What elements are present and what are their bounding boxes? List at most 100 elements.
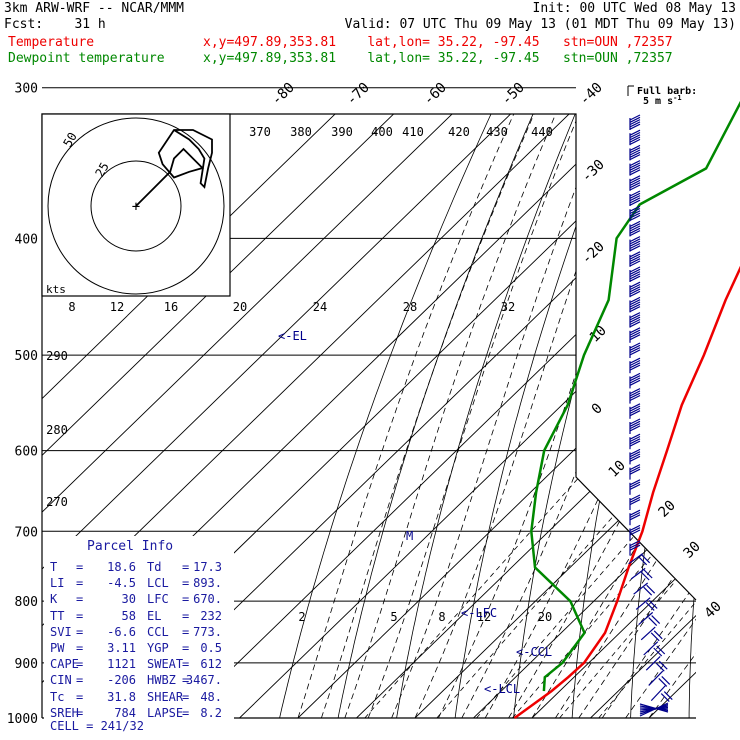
wind-barb: [629, 464, 641, 480]
forecast-hour: Fcst: 31 h: [4, 17, 106, 32]
theta-label: 420: [448, 125, 470, 139]
wind-barb: [629, 160, 641, 176]
parcel-value: 30: [121, 592, 136, 607]
level-marker-lfc: <-LFC: [461, 606, 497, 620]
parcel-value: 784: [114, 705, 136, 720]
isotherm-label: -80: [269, 80, 298, 109]
temperature-legend: Temperature: [8, 35, 95, 50]
isotherm-line: [122, 114, 696, 718]
mixing-ratio-line: [559, 450, 696, 718]
wind-key-unit: 5 m s-1: [643, 94, 682, 107]
level-marker-marker-500: M: [406, 529, 413, 543]
isotherm-label: 40: [702, 599, 725, 622]
isotherm-line: [63, 114, 696, 718]
wind-barb: [633, 582, 656, 596]
parcel-label: SVI: [50, 624, 72, 639]
isotherm-label: -30: [579, 157, 608, 186]
dry-adiabat-line: [337, 114, 696, 718]
parcel-equals: =: [182, 576, 190, 591]
hodograph-ring-label: 50: [60, 130, 79, 150]
isotherm-line: [648, 114, 696, 718]
parcel-equals: =: [76, 689, 84, 704]
parcel-equals: =: [76, 705, 84, 720]
speed-tick-label: 24: [313, 300, 327, 314]
hodograph-ring-label: 25: [92, 160, 111, 180]
isotherm-label: 10: [606, 458, 629, 481]
speed-tick-label: 16: [164, 300, 178, 314]
isotherm-label: -50: [499, 80, 528, 109]
wind-barb: [629, 114, 641, 130]
parcel-value: 612: [200, 657, 222, 672]
parcel-value: 893.: [193, 576, 222, 591]
speed-tick-label: 28: [403, 300, 417, 314]
wind-barb: [629, 281, 641, 298]
wind-barb: [629, 372, 641, 389]
isotherm-line: [239, 114, 696, 718]
wind-barb: [629, 220, 641, 237]
wind-barb: [638, 611, 661, 627]
model-title: 3km ARW-WRF -- NCAR/MMM: [4, 1, 185, 16]
theta-label: 410: [402, 125, 424, 139]
plot-frame: [41, 113, 697, 718]
mixing-ratio-label: 5: [390, 610, 397, 624]
parcel-row: LI = -4.5 LCL = 893.: [50, 575, 230, 591]
theta-label: 440: [531, 125, 553, 139]
parcel-row: SREH = 784 LAPSE = 8.2: [50, 705, 230, 721]
wind-barb: [629, 509, 641, 526]
parcel-value: 17.3: [193, 560, 222, 574]
parcel-label: Tc: [50, 689, 65, 704]
parcel-row: TT = 58 EL = 232: [50, 608, 230, 624]
wind-barb: [629, 144, 641, 161]
parcel-equals: =: [76, 560, 84, 574]
parcel-label: SREH: [50, 705, 79, 720]
isotherm-label: -40: [577, 80, 606, 109]
isotherm-line: [356, 114, 696, 718]
parcel-equals: =: [182, 657, 190, 672]
pressure-tick-label: 500: [15, 349, 38, 364]
isotherm-line: [42, 114, 696, 718]
parcel-label: CIN: [50, 673, 72, 688]
wind-barb: [629, 403, 641, 419]
moist-adiabat-line: [601, 114, 696, 718]
wind-barb: [643, 641, 666, 657]
parcel-value: 232: [200, 608, 222, 623]
wind-barb: [629, 342, 641, 358]
isotherm-line: [42, 114, 696, 718]
dry-adiabat-label: 270: [46, 495, 68, 509]
mixing-ratio-label: 12: [477, 610, 491, 624]
dry-adiabat-line: [688, 114, 696, 718]
parcel-equals: =: [76, 608, 84, 623]
parcel-label: LI: [50, 576, 65, 591]
dry-adiabat-label: 290: [46, 349, 68, 363]
parcel-label: Td: [147, 560, 162, 574]
theta-label: 390: [331, 125, 353, 139]
pressure-tick-label: 800: [15, 595, 38, 610]
isotherm-line: [180, 114, 696, 718]
wind-barb: [629, 175, 641, 191]
parcel-value: -6.6: [107, 624, 136, 639]
wind-barb: [650, 685, 673, 703]
wind-barb: [629, 129, 641, 146]
parcel-info-title: Parcel Info: [87, 539, 174, 554]
dewpoint-legend: Dewpoint temperature: [8, 51, 165, 66]
wind-barb: [629, 524, 641, 541]
mixing-ratio-label: 8: [438, 610, 445, 624]
moist-adiabat-line: [625, 114, 696, 718]
mixing-ratio-line: [512, 450, 696, 718]
wind-barb: [628, 553, 651, 566]
hodograph-unit-label: kts: [46, 283, 66, 296]
theta-label: 400: [371, 125, 393, 139]
init-time: Init: 00 UTC Wed 08 May 13: [532, 1, 737, 16]
speed-tick-label: 32: [501, 300, 515, 314]
moist-adiabat-line: [484, 114, 696, 718]
level-marker-lcl: <-LCL: [484, 682, 520, 696]
wind-barb: [629, 296, 641, 313]
parcel-value: -4.5: [107, 576, 136, 591]
theta-label: 370: [249, 125, 271, 139]
theta-label: 380: [290, 125, 312, 139]
parcel-label: YGP: [147, 640, 169, 655]
isotherm-line: [42, 114, 696, 718]
pressure-tick-label: 400: [15, 232, 38, 247]
mixing-ratio-label: 2: [298, 610, 305, 624]
